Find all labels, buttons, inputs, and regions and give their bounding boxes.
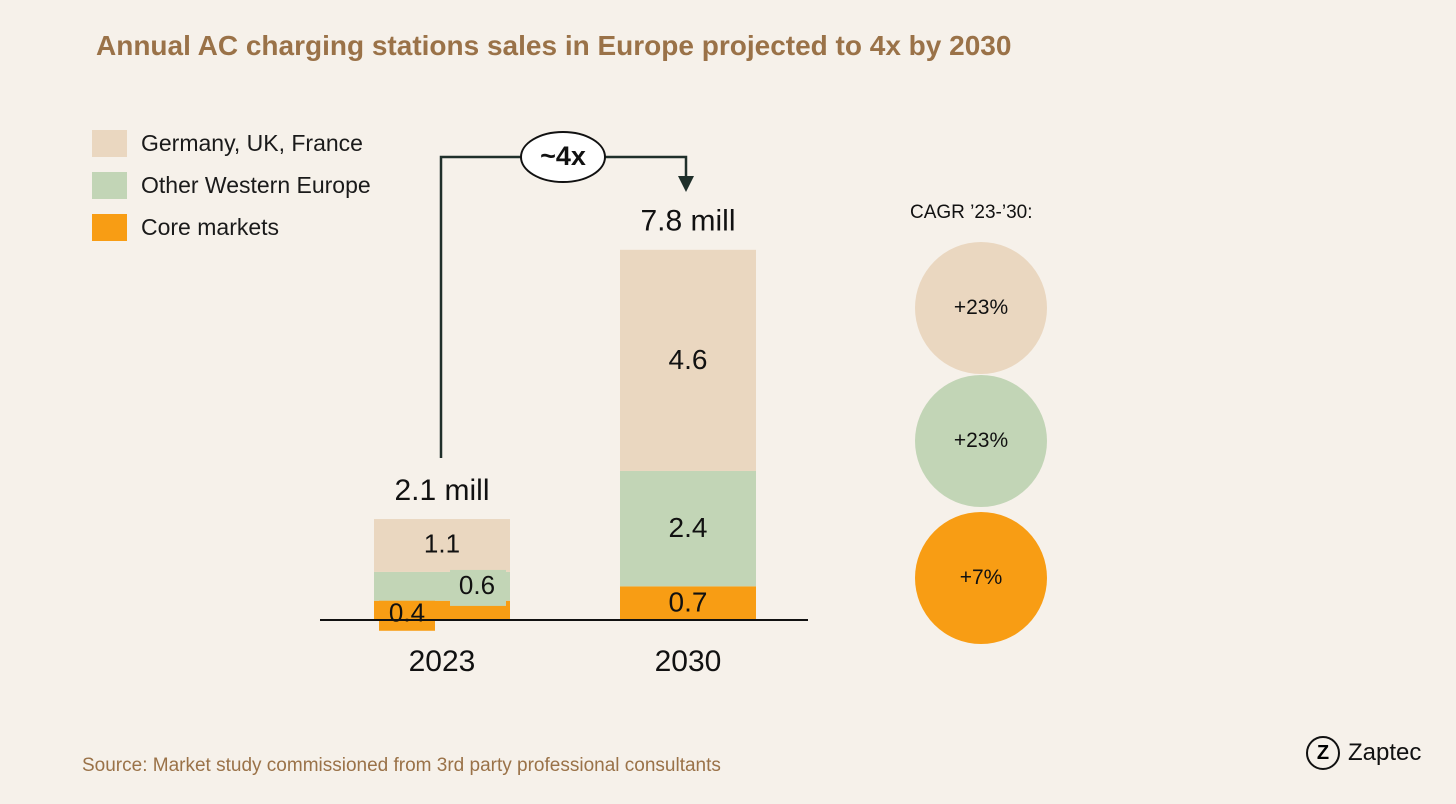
bar-total-label-2030: 7.8 mill <box>640 205 735 238</box>
brand-logo: Z Zaptec <box>1306 736 1421 770</box>
cagr-bubble-other-western-europe: +23% <box>915 375 1047 507</box>
value-label-core-markets-2023: 0.4 <box>389 598 425 628</box>
value-label-germany-uk-france-2023: 1.1 <box>424 528 460 558</box>
value-label-core-markets-2030: 0.7 <box>669 587 708 618</box>
cagr-bubble-core-markets: +7% <box>915 512 1047 644</box>
cagr-bubble-germany-uk-france: +23% <box>915 242 1047 374</box>
brand-name: Zaptec <box>1348 739 1421 767</box>
zaptec-logo-icon: Z <box>1306 736 1340 770</box>
value-label-other-western-europe-2023: 0.6 <box>459 570 495 600</box>
category-label-2030: 2030 <box>655 645 722 678</box>
value-label-germany-uk-france-2030: 4.6 <box>669 344 708 375</box>
source-note: Source: Market study commissioned from 3… <box>82 755 721 777</box>
cagr-title: CAGR ’23-’30: <box>910 202 1033 224</box>
bar-total-label-2023: 2.1 mill <box>394 474 489 507</box>
growth-label: ~4x <box>540 141 586 171</box>
value-label-other-western-europe-2030: 2.4 <box>669 512 708 543</box>
stacked-bar-chart: 2.1 mill 2023 7.8 mill 2030 0.4 0.6 1.1 0.7 2.4 4… <box>0 0 1456 804</box>
growth-arrow-head <box>678 176 694 192</box>
category-label-2023: 2023 <box>409 645 476 678</box>
